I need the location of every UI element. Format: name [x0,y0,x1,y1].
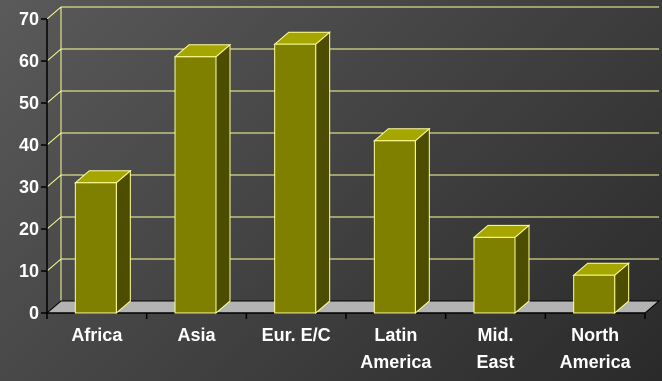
y-tick-label: 40 [19,135,39,155]
axes [41,18,661,319]
gridline-diagonal [46,90,62,104]
bars [73,31,631,315]
bar-front [473,236,516,314]
bar-front [573,274,616,314]
grid-lines [46,6,659,301]
bar-side [115,169,131,315]
bar [572,262,631,315]
bar [372,127,431,315]
x-tick-labels: Africa Asia Eur. E/C Latin America Mid. East No… [71,325,631,372]
y-tick-label: 30 [19,177,39,197]
bar-side [215,43,231,315]
y-tick-label: 0 [29,303,39,323]
gridline-diagonal [46,216,62,230]
y-tick-label: 70 [19,9,39,29]
y-tick-label: 10 [19,261,39,281]
bar-side [414,127,430,315]
bar-front [74,182,117,314]
y-tick-label: 50 [19,93,39,113]
x-tick-label: Asia [177,325,216,345]
x-tick-label: Mid. East [476,325,514,372]
gridline-diagonal [46,48,62,62]
gridline-diagonal [46,174,62,188]
bar-front [174,56,217,314]
y-tick-label: 60 [19,51,39,71]
x-tick-label: Eur. E/C [262,325,331,345]
y-tick-label: 20 [19,219,39,239]
x-tick-label: Latin America [360,325,432,372]
bar-side [315,31,331,315]
bar-side [514,224,530,315]
bar [472,224,531,315]
chart-floor [45,300,661,314]
gridline-diagonal [46,132,62,146]
bar [73,169,132,315]
x-tick-label: North America [560,325,632,372]
bar-front [274,43,317,314]
bar-front [373,140,416,314]
gridline-diagonal [46,6,62,20]
gridline-diagonal [46,258,62,272]
bar [173,43,232,315]
bar [273,31,332,315]
y-tick-labels: 0 10 20 30 40 50 60 70 [19,9,39,323]
x-tick-label: Africa [71,325,123,345]
